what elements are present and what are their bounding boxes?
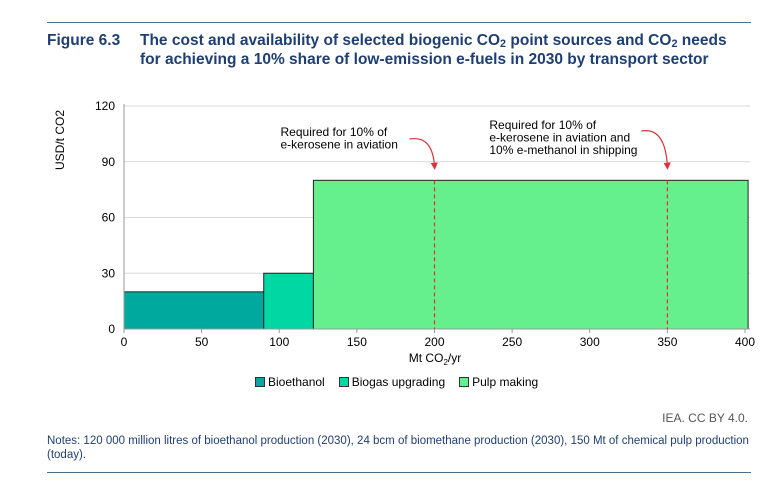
y-tick-label-90: 90 bbox=[102, 155, 116, 169]
x-tick-label-300: 300 bbox=[580, 335, 600, 349]
x-axis-label: Mt CO2/yr bbox=[409, 351, 461, 367]
figure-title-text: The cost and availability of selected bi… bbox=[140, 32, 727, 68]
figure-label: Figure 6.3 bbox=[47, 32, 121, 49]
y-axis-label: USD/t CO2 bbox=[53, 110, 67, 170]
legend-item-pulp-making: Pulp making bbox=[459, 375, 538, 389]
annotation-arrow-2 bbox=[641, 130, 671, 170]
legend-item-bioethanol: Bioethanol bbox=[255, 375, 325, 389]
y-tick-label-120: 120 bbox=[95, 99, 115, 113]
x-tick-label-50: 50 bbox=[195, 335, 209, 349]
bar-pulp-making bbox=[312, 179, 749, 330]
legend-label-pulp-making: Pulp making bbox=[472, 375, 539, 389]
annotation-2-line-1: Required for 10% of bbox=[489, 118, 596, 132]
x-tick-label-100: 100 bbox=[269, 335, 289, 349]
x-tick-label-250: 250 bbox=[502, 335, 522, 349]
annotation-2-line-3: 10% e-methanol in shipping bbox=[489, 143, 637, 157]
legend-swatch-biogas-upgrading bbox=[338, 377, 349, 387]
annotation-1-line-1: Required for 10% of bbox=[281, 125, 388, 139]
notes: Notes: 120 000 million litres of bioetha… bbox=[47, 435, 749, 461]
x-tick-label-200: 200 bbox=[424, 335, 444, 349]
legend-label-biogas-upgrading: Biogas upgrading bbox=[351, 375, 446, 389]
legend-swatch-pulp-making bbox=[459, 377, 470, 387]
legend-item-biogas-upgrading: Biogas upgrading bbox=[338, 375, 446, 389]
y-tick-label-0: 0 bbox=[108, 322, 115, 336]
bottom-rule bbox=[47, 472, 751, 473]
bar-bioethanol bbox=[123, 291, 265, 330]
x-tick-label-0: 0 bbox=[121, 335, 128, 349]
source-credit: IEA. CC BY 4.0. bbox=[662, 411, 748, 425]
annotation-arrow-1 bbox=[409, 137, 438, 170]
y-tick-label-60: 60 bbox=[102, 211, 116, 225]
y-tick-label-30: 30 bbox=[102, 266, 116, 280]
x-tick-label-150: 150 bbox=[347, 335, 367, 349]
x-tick-label-350: 350 bbox=[657, 335, 677, 349]
legend-swatch-bioethanol bbox=[255, 377, 265, 387]
annotation-1-line-2: e-kerosene in aviation bbox=[281, 138, 398, 152]
legend: Bioethanol Biogas upgrading Pulp making bbox=[255, 375, 538, 389]
x-tick-label-400: 400 bbox=[735, 335, 755, 349]
top-rule bbox=[47, 22, 751, 23]
legend-label-bioethanol: Bioethanol bbox=[268, 375, 325, 389]
annotation-2-line-2: e-kerosene in aviation and bbox=[489, 131, 630, 145]
bar-biogas-upgrading bbox=[263, 272, 314, 330]
